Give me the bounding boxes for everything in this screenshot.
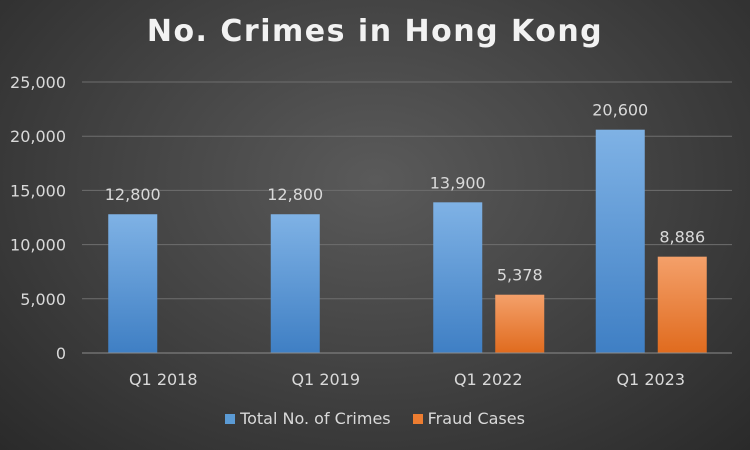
x-tick-label: Q1 2023 (616, 370, 685, 389)
x-tick-label: Q1 2018 (129, 370, 198, 389)
legend: Total No. of Crimes Fraud Cases (0, 409, 750, 428)
y-tick-label: 0 (56, 344, 66, 363)
bar-total (270, 214, 320, 353)
y-tick-label: 25,000 (10, 73, 66, 92)
legend-label-fraud: Fraud Cases (427, 409, 525, 428)
data-label-total: 12,800 (267, 185, 323, 204)
x-tick-label: Q1 2019 (291, 370, 360, 389)
y-tick-label: 10,000 (10, 236, 66, 255)
chart-title: No. Crimes in Hong Kong (146, 14, 604, 49)
data-label-total: 20,600 (592, 101, 648, 120)
bar-total (108, 214, 158, 353)
legend-label-total: Total No. of Crimes (240, 409, 391, 428)
y-tick-label: 5,000 (20, 290, 66, 309)
bar-total (595, 129, 645, 353)
legend-swatch-total (225, 413, 236, 424)
y-tick-label: 15,000 (10, 181, 66, 200)
data-label-total: 13,900 (430, 173, 486, 192)
x-tick-label: Q1 2022 (454, 370, 523, 389)
data-label-fraud: 5,378 (497, 266, 543, 285)
legend-item-fraud: Fraud Cases (412, 409, 525, 428)
bar-total (433, 202, 483, 353)
y-tick-label: 20,000 (10, 127, 66, 146)
data-label-fraud: 8,886 (659, 228, 705, 247)
bar-fraud (495, 294, 545, 353)
legend-swatch-fraud (412, 413, 423, 424)
data-label-total: 12,800 (105, 185, 161, 204)
bar-fraud (657, 256, 707, 353)
legend-item-total: Total No. of Crimes (225, 409, 391, 428)
